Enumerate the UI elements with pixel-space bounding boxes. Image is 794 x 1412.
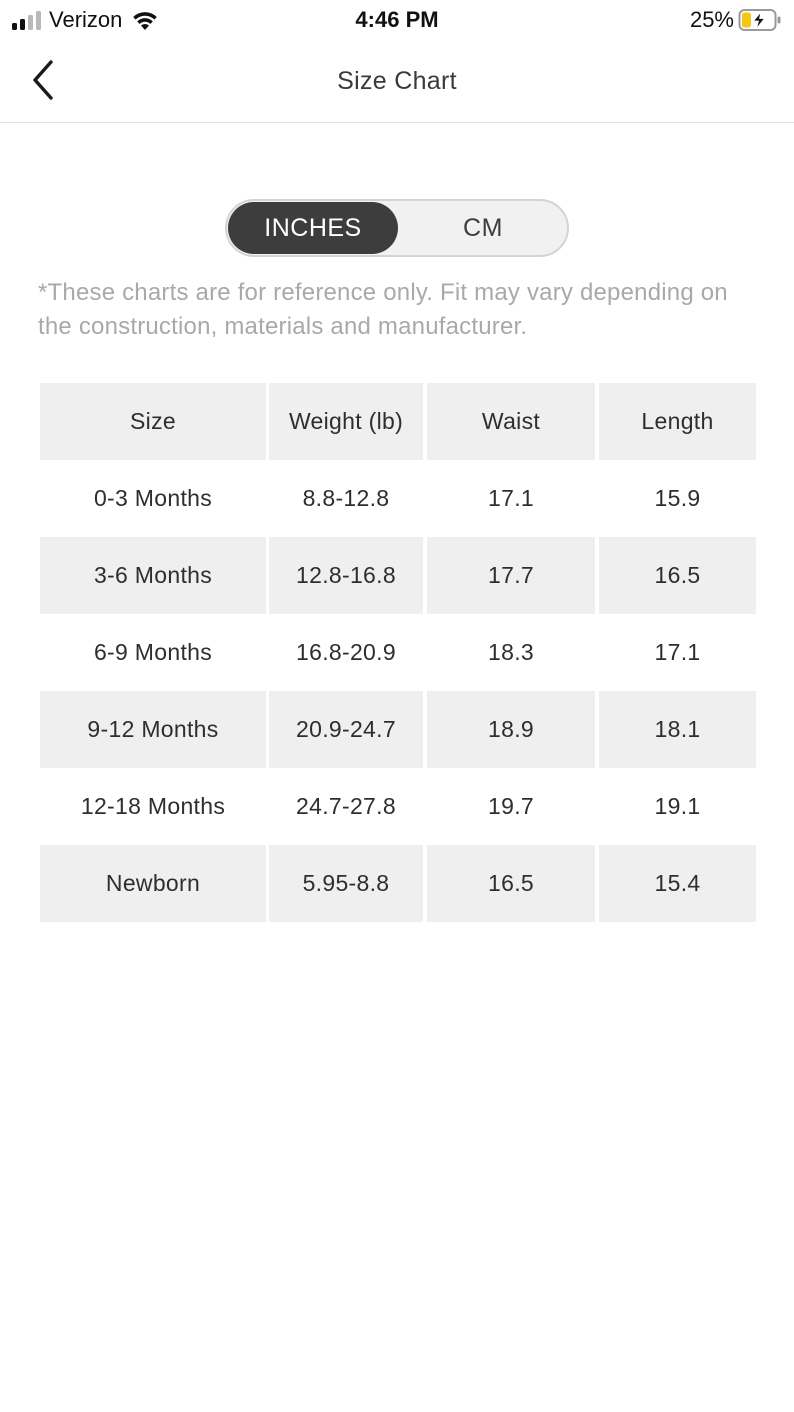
table-row: 3-6 Months 12.8-16.8 17.7 16.5 xyxy=(40,537,756,614)
disclaimer-text: *These charts are for reference only. Fi… xyxy=(38,279,728,340)
waist-cell: 18.3 xyxy=(488,639,534,665)
page-title: Size Chart xyxy=(337,67,457,95)
length-cell: 15.4 xyxy=(599,845,756,922)
nav-bar: Size Chart xyxy=(0,40,794,123)
table-row: 12-18 Months 24.7-27.8 19.7 19.1 xyxy=(40,768,756,845)
weight-cell: 24.7-27.8 xyxy=(296,793,396,819)
length-cell: 16.5 xyxy=(599,537,756,614)
weight-cell: 5.95-8.8 xyxy=(269,845,423,922)
unit-toggle: INCHES CM xyxy=(225,199,569,257)
table-header-cell: Length xyxy=(599,383,756,460)
length-cell: 17.1 xyxy=(654,639,701,665)
table-row: 9-12 Months 20.9-24.7 18.9 18.1 xyxy=(40,691,756,768)
status-right: 25% xyxy=(690,6,782,34)
size-table: Size Weight (lb) Waist Length 0-3 Months… xyxy=(40,383,756,922)
wifi-icon xyxy=(133,12,158,30)
waist-cell: 17.7 xyxy=(427,537,595,614)
waist-cell: 18.9 xyxy=(427,691,595,768)
weight-cell: 16.8-20.9 xyxy=(296,639,396,665)
size-cell: 6-9 Months xyxy=(93,639,213,665)
inches-toggle-button[interactable]: INCHES xyxy=(228,202,398,254)
size-cell: 12-18 Months xyxy=(80,793,226,819)
table-header-cell: Weight (lb) xyxy=(269,383,423,460)
waist-cell: 19.7 xyxy=(488,793,534,819)
cm-toggle-button[interactable]: CM xyxy=(463,214,503,242)
waist-cell: 16.5 xyxy=(427,845,595,922)
table-header-row: Size Weight (lb) Waist Length xyxy=(40,383,756,460)
length-cell: 19.1 xyxy=(654,793,701,819)
carrier-name: Verizon xyxy=(49,7,123,32)
length-cell: 18.1 xyxy=(599,691,756,768)
cellular-signal-icon xyxy=(12,10,41,30)
size-cell: Newborn xyxy=(40,845,266,922)
size-cell: 3-6 Months xyxy=(40,537,266,614)
table-row: 0-3 Months 8.8-12.8 17.1 15.9 xyxy=(40,460,756,537)
battery-percent: 25% xyxy=(689,7,734,32)
size-cell: 9-12 Months xyxy=(40,691,266,768)
chevron-left-icon xyxy=(33,60,53,100)
table-header-cell: Size xyxy=(40,383,266,460)
battery-charging-icon xyxy=(738,9,781,31)
weight-cell: 20.9-24.7 xyxy=(269,691,423,768)
table-header-cell: Waist xyxy=(427,383,595,460)
waist-cell: 17.1 xyxy=(488,485,534,511)
back-button[interactable] xyxy=(24,58,64,102)
weight-cell: 12.8-16.8 xyxy=(269,537,423,614)
status-time: 4:46 PM xyxy=(355,7,439,32)
weight-cell: 8.8-12.8 xyxy=(302,485,390,511)
table-row: 6-9 Months 16.8-20.9 18.3 17.1 xyxy=(40,614,756,691)
length-cell: 15.9 xyxy=(654,485,701,511)
table-row: Newborn 5.95-8.8 16.5 15.4 xyxy=(40,845,756,922)
status-bar: Verizon 4:46 PM 25% xyxy=(0,0,794,40)
status-left: Verizon xyxy=(12,6,160,34)
size-cell: 0-3 Months xyxy=(93,485,213,511)
